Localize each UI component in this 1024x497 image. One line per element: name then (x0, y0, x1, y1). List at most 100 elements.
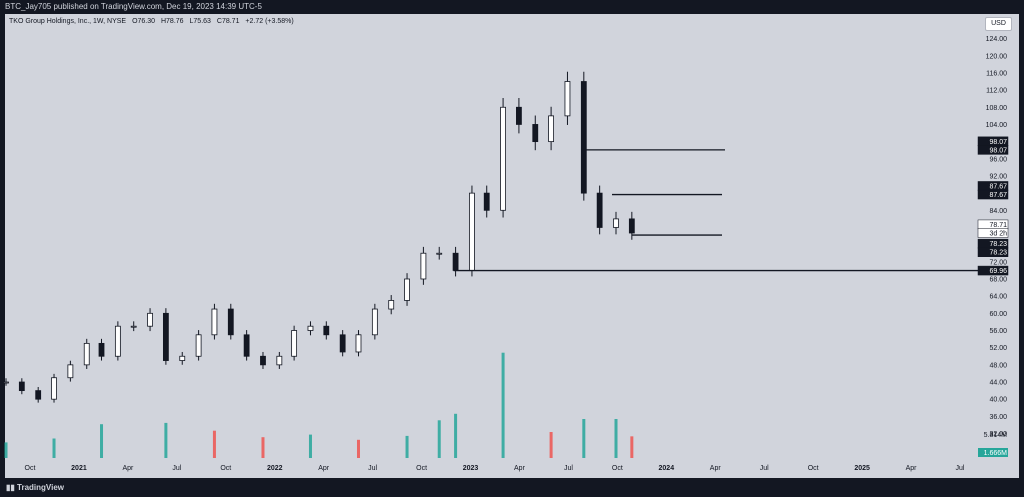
x-tick-label: Oct (25, 465, 36, 472)
candle-up (548, 115, 555, 143)
publisher-text: BTC_Jay705 published on TradingView.com,… (5, 2, 262, 11)
y-tick-label: 64.00 (989, 294, 1007, 301)
y-tick-label: 48.00 (989, 362, 1007, 369)
candle-down (532, 124, 539, 143)
candle-up (211, 308, 218, 336)
y-tick-label: 36.00 (989, 414, 1007, 421)
candle-up (388, 300, 395, 310)
price-label-box (977, 265, 1009, 276)
x-tick-label: 2023 (463, 465, 479, 472)
price-label: 78.71 (989, 222, 1007, 229)
volume-bar (356, 439, 360, 458)
candle-down (596, 192, 603, 228)
x-tick-label: Jul (956, 465, 965, 472)
candle-up (179, 355, 186, 361)
chart-frame[interactable] (5, 14, 1019, 478)
x-tick-label: Jul (564, 465, 573, 472)
candle-up (355, 334, 362, 353)
volume-bar (501, 352, 505, 458)
candle-up (469, 192, 475, 271)
candle-down (260, 355, 266, 366)
price-label: 98.07 (989, 147, 1007, 154)
candle-up (371, 308, 378, 336)
volume-bar (164, 422, 168, 458)
x-tick-label: Jul (368, 465, 377, 472)
candle-down (516, 106, 522, 125)
low-value: L75.63 (189, 18, 211, 25)
candle-up (307, 325, 314, 331)
volume-bar (582, 419, 586, 458)
volume-bars (4, 352, 634, 458)
x-tick-label: 2024 (659, 465, 675, 472)
y-tick-label: 40.00 (989, 397, 1007, 404)
candle-down (162, 312, 169, 361)
candle-up (130, 325, 137, 328)
candle-up (147, 312, 153, 327)
price-label: 78.23 (989, 241, 1007, 248)
candle-up (3, 381, 9, 384)
candle-down (323, 325, 330, 336)
candle-up (291, 330, 298, 357)
candle-up (436, 252, 443, 255)
currency-button[interactable]: USD (985, 17, 1012, 31)
x-tick-label: Oct (220, 465, 231, 472)
x-tick-label: Apr (514, 465, 526, 472)
volume-bar (212, 430, 216, 458)
candle-down (98, 342, 105, 357)
x-tick-label: 2022 (267, 465, 283, 472)
close-value: C78.71 (216, 18, 240, 25)
volume-label: 5.814M (984, 432, 1008, 439)
y-tick-label: 120.00 (986, 53, 1008, 60)
candle-down (227, 308, 234, 336)
footer-bar: ▮▮ TradingView (0, 478, 1024, 497)
volume-bar (614, 419, 618, 458)
y-tick-label: 44.00 (989, 380, 1007, 387)
candle-down (483, 192, 490, 211)
volume-label-box (978, 448, 1008, 457)
y-tick-label: 96.00 (989, 156, 1007, 163)
tradingview-logo[interactable]: ▮▮ TradingView (6, 483, 65, 492)
x-tick-label: Apr (318, 465, 330, 472)
candle-up (195, 334, 202, 357)
symbol-name: TKO Group Holdings, Inc., 1W, NYSE (9, 18, 127, 25)
open-value: O76.30 (132, 18, 156, 25)
candle-up (67, 364, 74, 379)
price-label-box (977, 145, 1009, 155)
candle-up (276, 355, 283, 366)
y-tick-label: 68.00 (989, 276, 1007, 283)
price-label: 98.07 (989, 139, 1007, 146)
y-tick-label: 84.00 (989, 208, 1007, 215)
volume-bar (261, 437, 265, 458)
candle-down (628, 218, 635, 234)
x-tick-label: 2025 (854, 465, 870, 472)
candle-down (35, 390, 42, 400)
price-label: 3d 2h (989, 231, 1007, 238)
high-value: H78.76 (160, 18, 184, 25)
volume-bar (437, 420, 441, 458)
volume-bar (52, 438, 56, 458)
x-tick-label: Jul (172, 465, 181, 472)
change-value: +2.72 (+3.58%) (245, 18, 294, 25)
y-tick-label: 56.00 (989, 328, 1007, 335)
x-tick-label: Apr (710, 465, 722, 472)
candle-up (114, 325, 121, 357)
y-tick-label: 108.00 (986, 105, 1008, 112)
candle-down (243, 334, 250, 357)
price-label-box (977, 189, 1009, 200)
y-tick-label: 72.00 (989, 259, 1007, 266)
candle-down (339, 334, 346, 353)
volume-bar (630, 436, 634, 458)
x-tick-label: Apr (906, 465, 918, 472)
volume-bar (308, 434, 312, 458)
candle-down (580, 81, 587, 194)
candle-up (564, 81, 571, 117)
y-tick-label: 104.00 (986, 122, 1008, 129)
axes: 124.00120.00116.00112.00108.00104.00100.… (25, 36, 1009, 472)
candle-up (51, 377, 57, 400)
price-label-box (977, 228, 1009, 238)
x-tick-label: Oct (416, 465, 427, 472)
symbol-legend: TKO Group Holdings, Inc., 1W, NYSE O76.3… (9, 18, 298, 25)
volume-bar (405, 435, 409, 458)
price-label: 78.23 (989, 250, 1007, 257)
